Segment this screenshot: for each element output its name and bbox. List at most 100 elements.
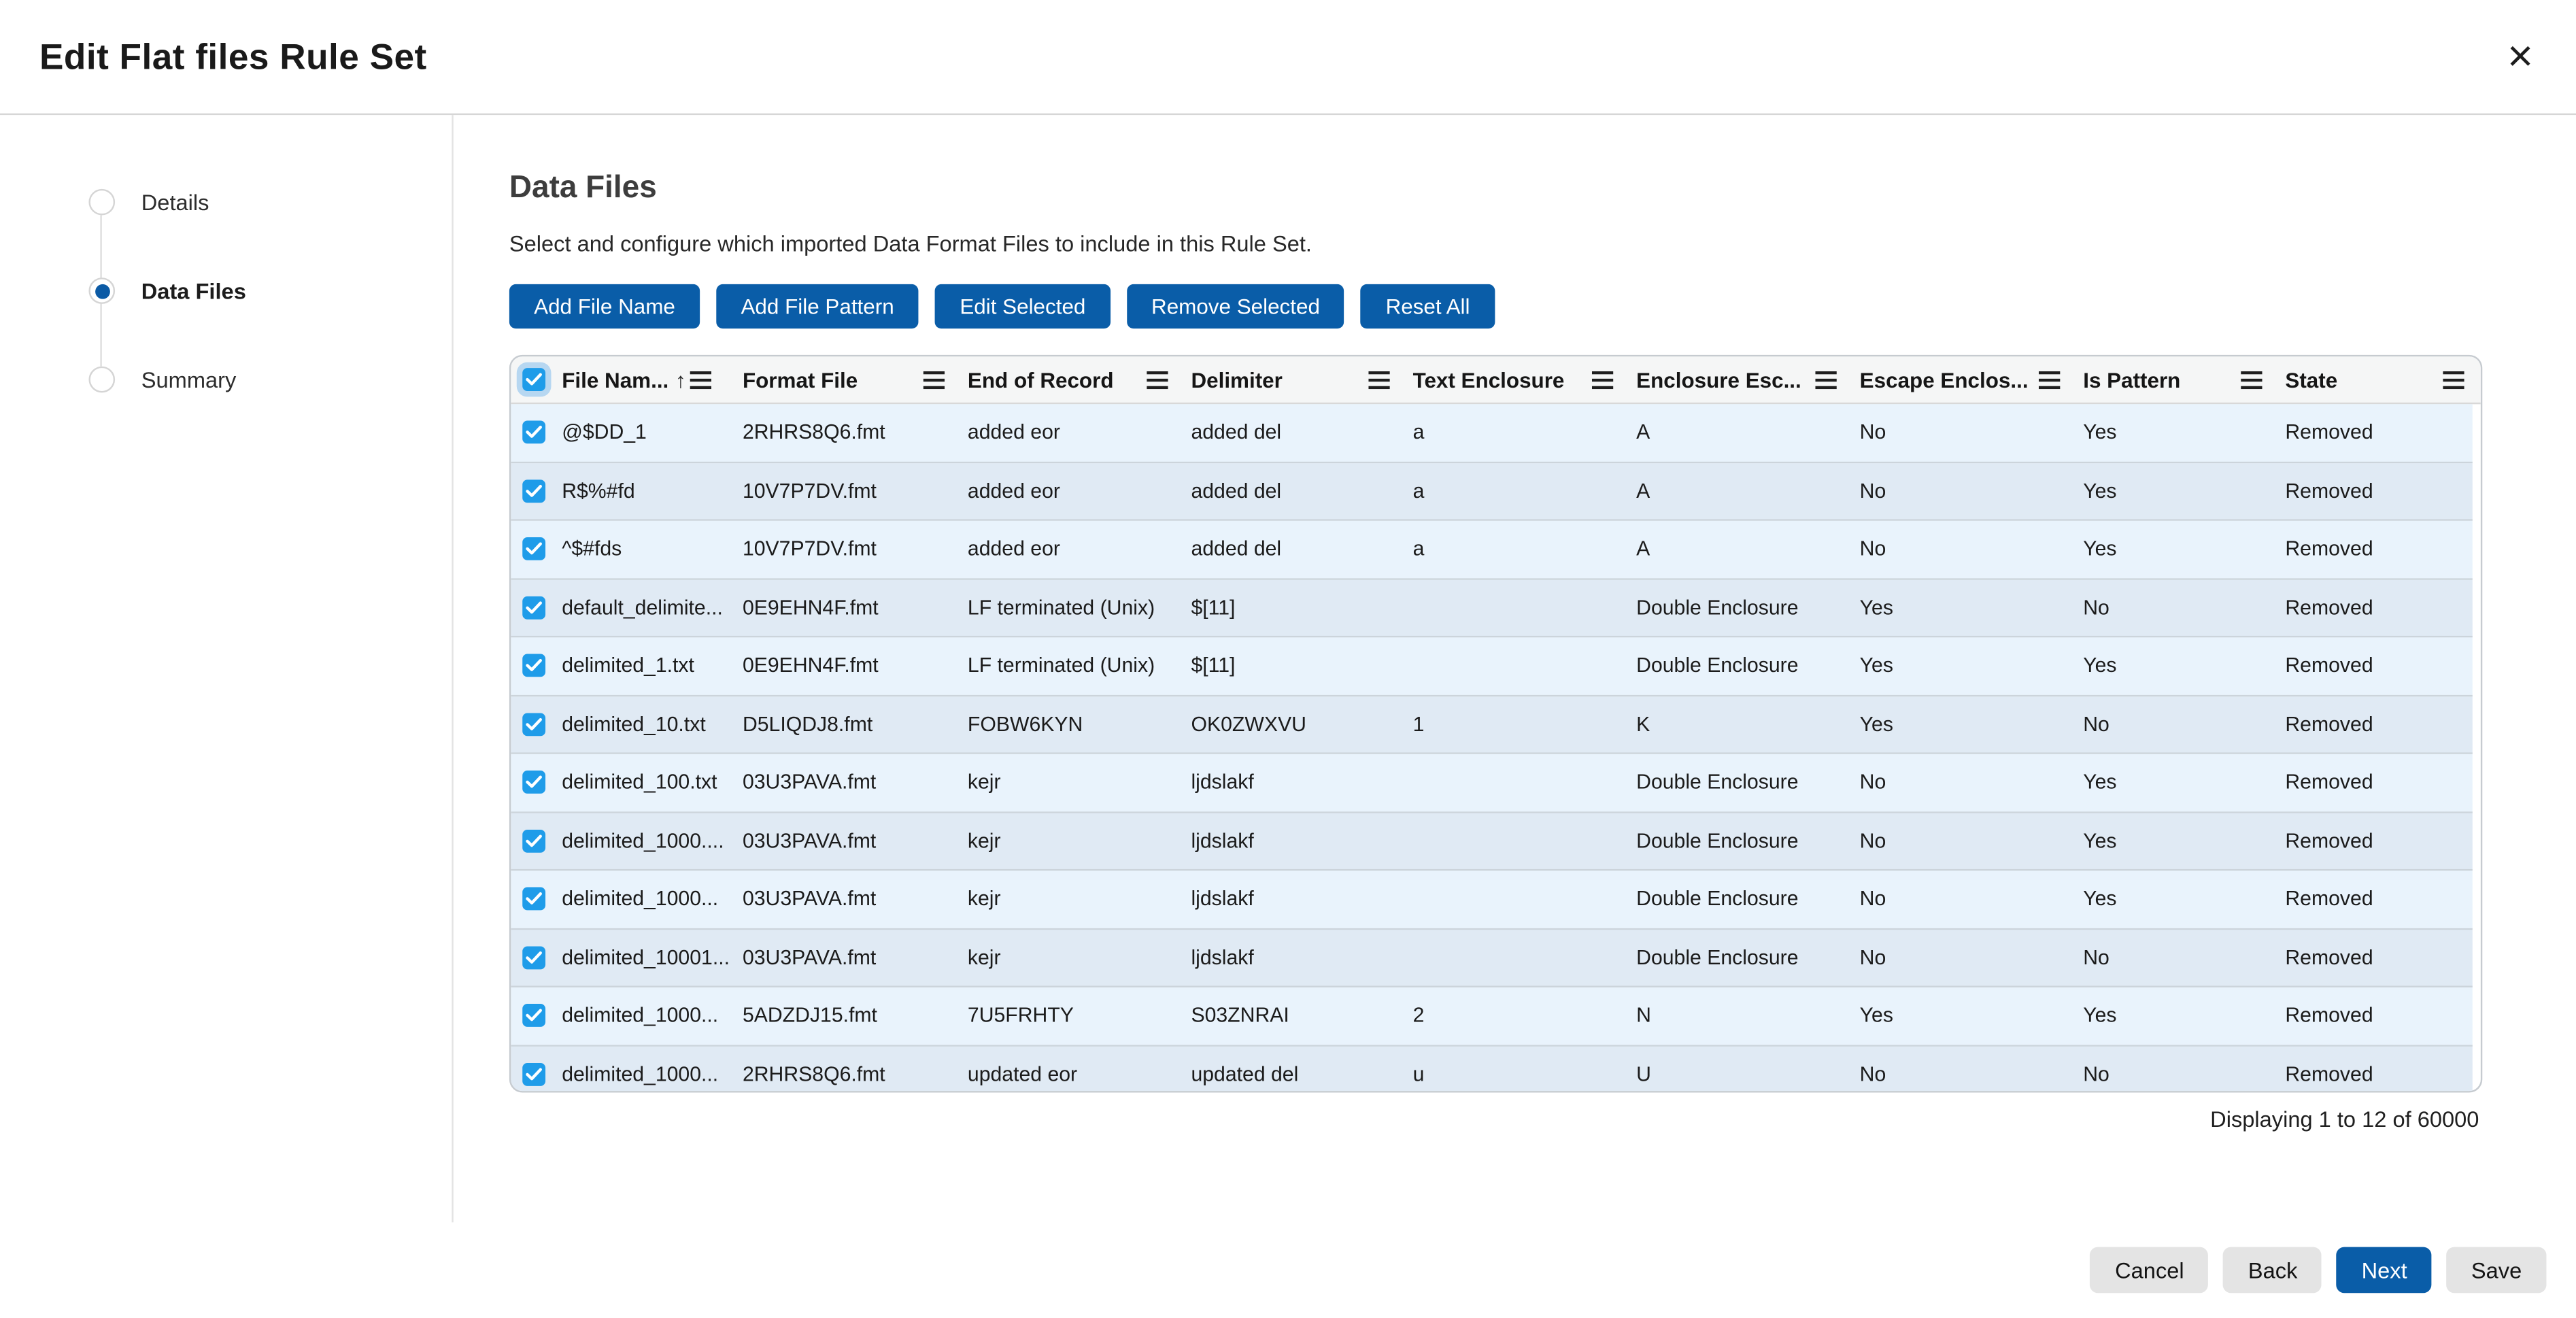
column-header-state[interactable]: State: [2279, 367, 2481, 392]
cell-text-enclosure: 2: [1406, 1004, 1630, 1028]
row-checkbox[interactable]: [522, 1062, 545, 1085]
cell-state: Removed: [2279, 479, 2473, 503]
column-menu-icon[interactable]: [2039, 371, 2060, 389]
column-header-label: State: [2285, 367, 2337, 392]
table-row[interactable]: delimited_1000...2RHRS8Q6.fmtupdated eor…: [511, 1046, 2472, 1093]
row-checkbox[interactable]: [522, 829, 545, 852]
column-menu-icon[interactable]: [2443, 371, 2464, 389]
cell-escape-enclosure: Yes: [1853, 1004, 2077, 1028]
cell-format-file: 10V7P7DV.fmt: [736, 538, 961, 561]
cell-end-of-record: added eor: [961, 479, 1185, 503]
row-checkbox-cell: [511, 1004, 555, 1028]
cell-format-file: 10V7P7DV.fmt: [736, 479, 961, 503]
column-menu-icon[interactable]: [690, 371, 711, 389]
column-menu-icon[interactable]: [1147, 371, 1168, 389]
wizard-step-details[interactable]: Details: [88, 189, 452, 216]
cell-state: Removed: [2279, 1004, 2473, 1028]
wizard-step-label: Data Files: [141, 278, 246, 303]
cell-is-pattern: Yes: [2077, 538, 2279, 561]
column-menu-icon[interactable]: [1815, 371, 1836, 389]
cell-file-name: delimited_1000...: [556, 1062, 736, 1085]
table-row[interactable]: delimited_10001...03U3PAVA.fmtkejrljdsla…: [511, 929, 2472, 987]
wizard-step-summary[interactable]: Summary: [88, 367, 452, 393]
column-header-is-pattern[interactable]: Is Pattern: [2077, 367, 2279, 392]
column-menu-icon[interactable]: [923, 371, 945, 389]
row-checkbox[interactable]: [522, 421, 545, 444]
table-row[interactable]: @$DD_12RHRS8Q6.fmtadded eoradded delaANo…: [511, 404, 2472, 462]
cell-format-file: 03U3PAVA.fmt: [736, 829, 961, 852]
row-checkbox[interactable]: [522, 1004, 545, 1028]
edit-selected-button[interactable]: Edit Selected: [935, 284, 1111, 328]
column-header-file-nam[interactable]: File Nam...↑: [556, 367, 736, 392]
column-header-escape-enclos[interactable]: Escape Enclos...: [1853, 367, 2077, 392]
next-button[interactable]: Next: [2337, 1247, 2432, 1294]
column-header-text-enclosure[interactable]: Text Enclosure: [1406, 367, 1630, 392]
cell-format-file: 03U3PAVA.fmt: [736, 888, 961, 911]
row-checkbox-cell: [511, 596, 555, 619]
row-checkbox[interactable]: [522, 479, 545, 503]
cell-delimiter: added del: [1185, 421, 1406, 444]
table-row[interactable]: delimited_1.txt0E9EHN4F.fmtLF terminated…: [511, 637, 2472, 696]
cell-escape-enclosure: No: [1853, 771, 2077, 794]
table-row[interactable]: delimited_100.txt03U3PAVA.fmtkejrljdslak…: [511, 754, 2472, 813]
cell-file-name: @$DD_1: [556, 421, 736, 444]
cell-file-name: delimited_10.txt: [556, 713, 736, 736]
row-checkbox[interactable]: [522, 771, 545, 794]
column-menu-icon[interactable]: [2241, 371, 2262, 389]
table-row[interactable]: delimited_10.txtD5LIQDJ8.fmtFOBW6KYNOK0Z…: [511, 696, 2472, 754]
table-row[interactable]: delimited_1000....03U3PAVA.fmtkejrljdsla…: [511, 813, 2472, 871]
column-header-enclosure-esc[interactable]: Enclosure Esc...: [1629, 367, 1853, 392]
cell-enclosure-escape: U: [1629, 1062, 1853, 1085]
step-circle: [88, 367, 115, 393]
wizard-step-data-files[interactable]: Data Files: [88, 277, 452, 304]
table-row[interactable]: delimited_1000...03U3PAVA.fmtkejrljdslak…: [511, 871, 2472, 929]
column-menu-icon[interactable]: [1592, 371, 1613, 389]
cell-is-pattern: No: [2077, 946, 2279, 969]
table-row[interactable]: ^$#fds10V7P7DV.fmtadded eoradded delaANo…: [511, 521, 2472, 579]
column-menu-icon[interactable]: [1368, 371, 1389, 389]
cell-is-pattern: No: [2077, 1062, 2279, 1085]
column-header-label: File Nam...: [562, 367, 668, 392]
cell-state: Removed: [2279, 946, 2473, 969]
cell-file-name: delimited_1000...: [556, 1004, 736, 1028]
modal-footer: Cancel Back Next Save: [0, 1222, 2576, 1317]
table-row[interactable]: default_delimite...0E9EHN4F.fmtLF termin…: [511, 579, 2472, 638]
table-row[interactable]: R$%#fd10V7P7DV.fmtadded eoradded delaANo…: [511, 462, 2472, 521]
row-checkbox[interactable]: [522, 713, 545, 736]
cell-end-of-record: kejr: [961, 888, 1185, 911]
column-header-label: Enclosure Esc...: [1636, 367, 1801, 392]
cancel-button[interactable]: Cancel: [2090, 1247, 2209, 1294]
cell-escape-enclosure: Yes: [1853, 654, 2077, 677]
row-checkbox[interactable]: [522, 596, 545, 619]
save-button[interactable]: Save: [2447, 1247, 2547, 1294]
add-file-pattern-button[interactable]: Add File Pattern: [716, 284, 919, 328]
row-checkbox-cell: [511, 479, 555, 503]
back-button[interactable]: Back: [2224, 1247, 2322, 1294]
cell-is-pattern: Yes: [2077, 771, 2279, 794]
cell-format-file: 0E9EHN4F.fmt: [736, 654, 961, 677]
select-all-checkbox[interactable]: [522, 368, 545, 391]
column-header-end-of-record[interactable]: End of Record: [961, 367, 1185, 392]
cell-end-of-record: 7U5FRHTY: [961, 1004, 1185, 1028]
close-icon[interactable]: ×: [2504, 35, 2537, 79]
add-file-name-button[interactable]: Add File Name: [509, 284, 700, 328]
cell-is-pattern: Yes: [2077, 829, 2279, 852]
column-header-format-file[interactable]: Format File: [736, 367, 961, 392]
row-checkbox[interactable]: [522, 654, 545, 677]
cell-end-of-record: kejr: [961, 946, 1185, 969]
table-row[interactable]: delimited_1000...5ADZDJ15.fmt7U5FRHTYS03…: [511, 987, 2472, 1046]
reset-all-button[interactable]: Reset All: [1361, 284, 1494, 328]
cell-format-file: 03U3PAVA.fmt: [736, 771, 961, 794]
row-checkbox[interactable]: [522, 888, 545, 911]
cell-end-of-record: FOBW6KYN: [961, 713, 1185, 736]
cell-is-pattern: No: [2077, 596, 2279, 619]
column-header-delimiter[interactable]: Delimiter: [1185, 367, 1406, 392]
cell-escape-enclosure: Yes: [1853, 596, 2077, 619]
row-checkbox[interactable]: [522, 946, 545, 969]
modal-header: Edit Flat files Rule Set ×: [0, 0, 2576, 115]
pagination-status: Displaying 1 to 12 of 60000: [509, 1107, 2482, 1132]
remove-selected-button[interactable]: Remove Selected: [1127, 284, 1344, 328]
cell-format-file: 2RHRS8Q6.fmt: [736, 421, 961, 444]
wizard-sidebar: Details Data Files Summary: [0, 115, 454, 1222]
row-checkbox[interactable]: [522, 538, 545, 561]
